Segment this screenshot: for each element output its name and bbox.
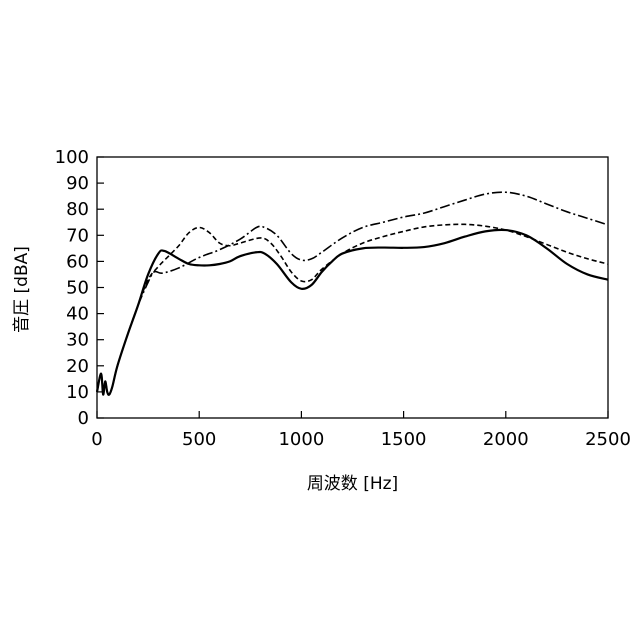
y-tick-label: 30	[66, 330, 89, 351]
x-axis-label: 周波数 [Hz]	[307, 474, 398, 494]
x-tick-label: 1500	[381, 429, 427, 450]
y-tick-label: 10	[66, 382, 89, 403]
y-tick-label: 40	[66, 304, 89, 325]
x-tick-label: 0	[91, 429, 102, 450]
plot-frame	[97, 157, 608, 418]
series-line-dash-dot	[97, 192, 608, 395]
y-tick-label: 100	[55, 147, 89, 168]
y-tick-label: 80	[66, 199, 89, 220]
y-tick-label: 90	[66, 173, 89, 194]
x-tick-label: 2500	[585, 429, 631, 450]
x-tick-label: 1000	[278, 429, 324, 450]
series-layer	[97, 192, 608, 395]
x-tick-label: 500	[182, 429, 216, 450]
x-tick-label: 2000	[483, 429, 529, 450]
y-tick-label: 70	[66, 225, 89, 246]
y-axis-label: 音圧 [dBA]	[12, 246, 32, 333]
series-line-solid	[97, 230, 608, 395]
y-tick-label: 0	[78, 408, 89, 429]
y-tick-label: 60	[66, 251, 89, 272]
y-tick-label: 50	[66, 278, 89, 299]
y-tick-label: 20	[66, 356, 89, 377]
